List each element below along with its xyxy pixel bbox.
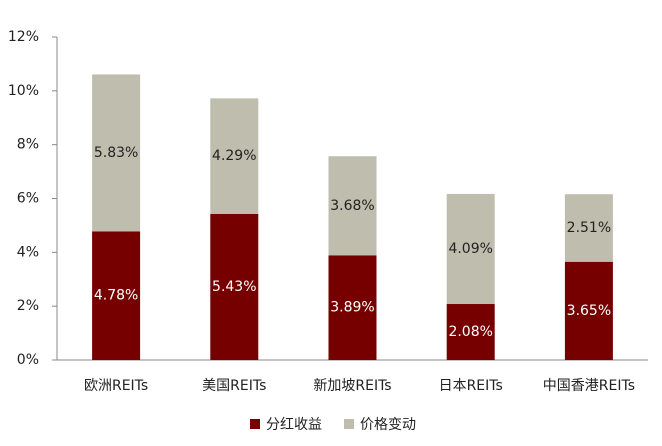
legend-swatch bbox=[250, 419, 260, 429]
value-label: 3.89% bbox=[330, 300, 374, 316]
bar-segment bbox=[210, 213, 259, 360]
x-tick-label: 中国香港REITs bbox=[543, 378, 635, 394]
value-label: 3.65% bbox=[567, 303, 611, 319]
y-tick-label: 8% bbox=[17, 137, 39, 153]
value-label: 5.83% bbox=[94, 145, 138, 161]
bar-segment bbox=[210, 98, 259, 214]
bar-segment bbox=[328, 156, 377, 256]
legend-label: 价格变动 bbox=[360, 417, 416, 433]
value-label: 4.78% bbox=[94, 288, 138, 304]
legend-label: 分红收益 bbox=[266, 417, 322, 433]
bar-segment bbox=[92, 231, 141, 360]
x-tick-label: 美国REITs bbox=[202, 378, 266, 394]
y-tick-label: 10% bbox=[8, 83, 39, 99]
y-tick-label: 0% bbox=[17, 352, 39, 368]
bar-segment bbox=[446, 304, 495, 360]
value-label: 5.43% bbox=[212, 279, 256, 295]
value-label: 2.08% bbox=[448, 324, 492, 340]
y-tick-label: 4% bbox=[17, 244, 39, 260]
bar-segment bbox=[328, 255, 377, 360]
legend-swatch bbox=[344, 419, 354, 429]
bar-segment bbox=[564, 194, 613, 262]
value-label: 3.68% bbox=[330, 198, 374, 214]
x-tick-label: 新加坡REITs bbox=[313, 378, 391, 394]
value-label: 4.09% bbox=[448, 241, 492, 257]
bar-segment bbox=[92, 74, 141, 232]
y-tick-label: 12% bbox=[8, 29, 39, 45]
y-tick-label: 2% bbox=[17, 298, 39, 314]
bar-segment bbox=[446, 193, 495, 305]
value-label: 4.29% bbox=[212, 148, 256, 164]
bar-segment bbox=[564, 261, 613, 360]
y-tick-label: 6% bbox=[17, 191, 39, 207]
x-tick-label: 欧洲REITs bbox=[84, 378, 148, 394]
value-label: 2.51% bbox=[567, 220, 611, 236]
x-tick-label: 日本REITs bbox=[439, 378, 503, 394]
